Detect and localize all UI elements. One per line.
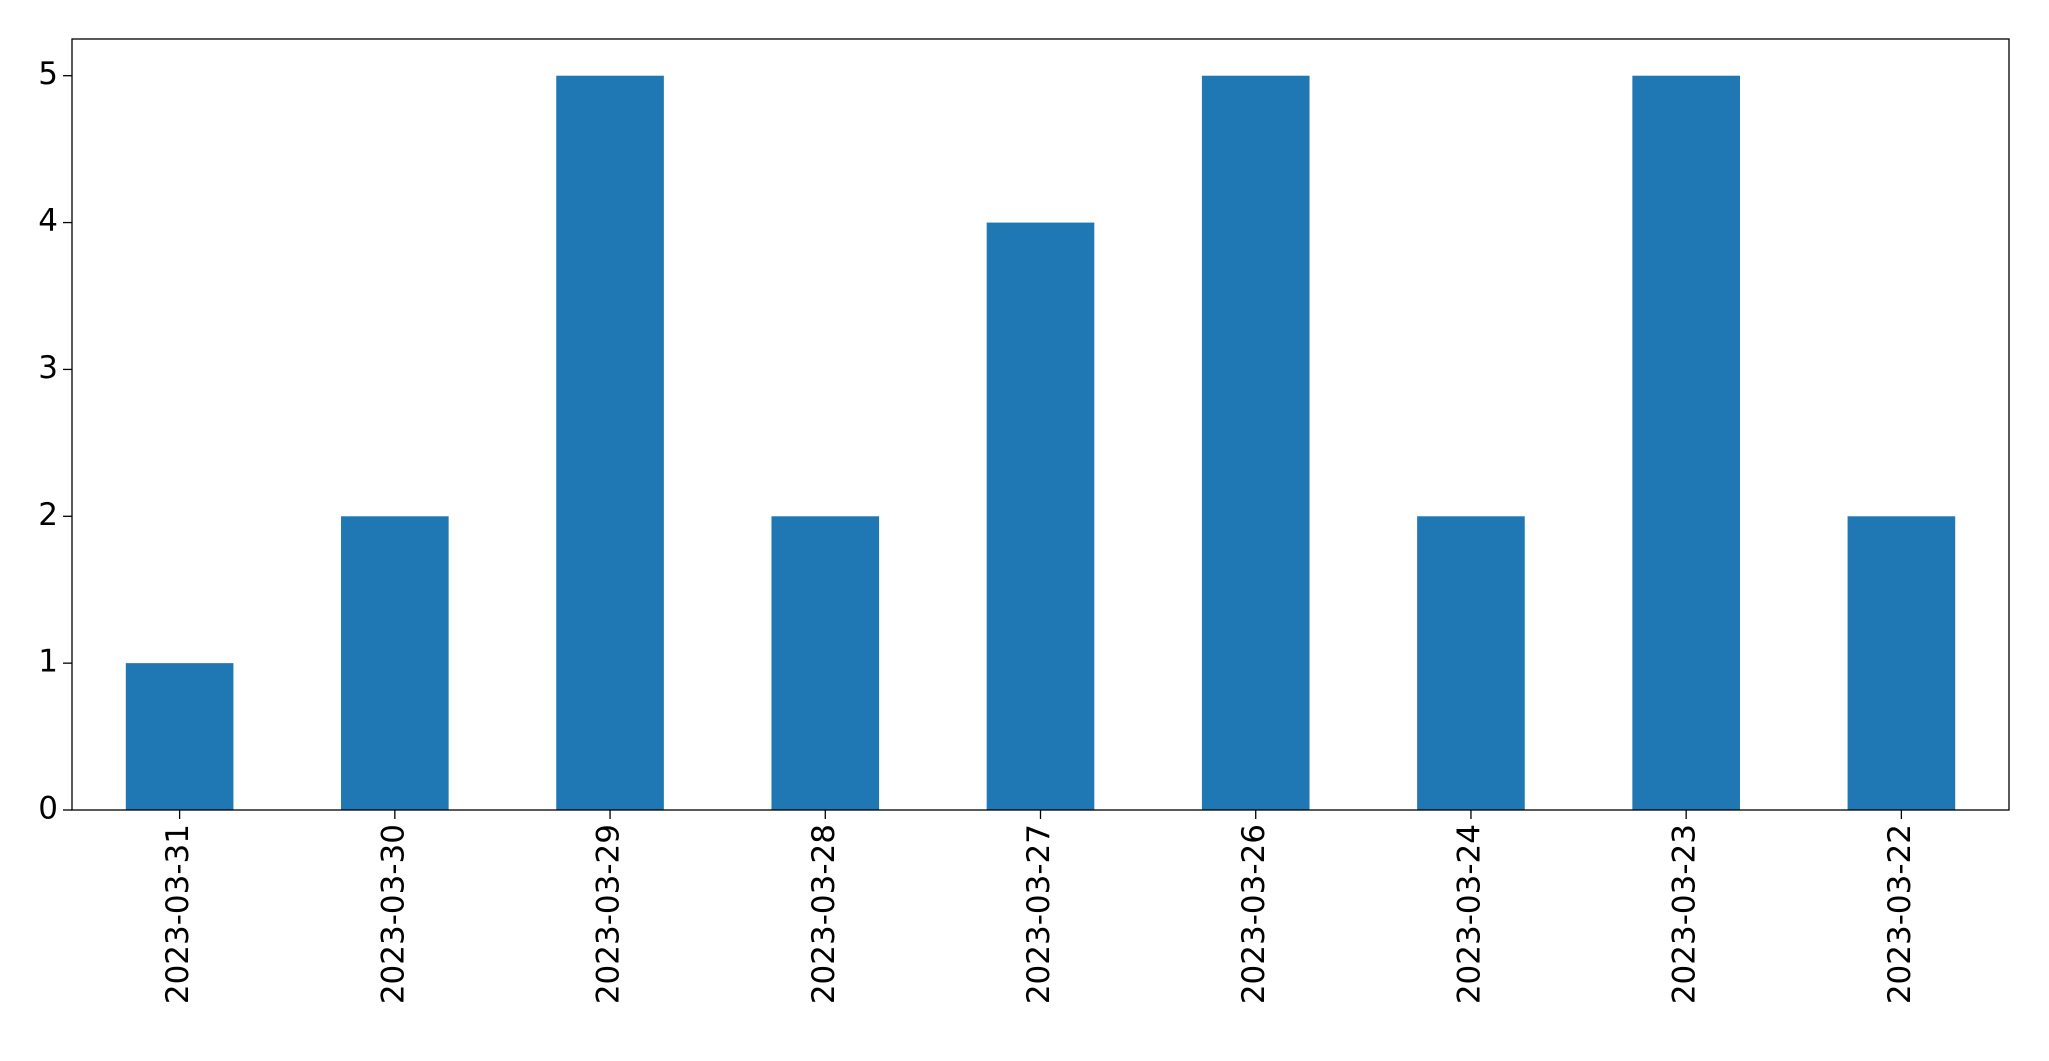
bar — [125, 663, 234, 810]
x-tick-label: 2023-03-31 — [160, 824, 196, 1004]
x-tick-label: 2023-03-28 — [806, 824, 842, 1004]
bar — [986, 222, 1095, 811]
y-tick-label: 4 — [38, 203, 58, 239]
x-tick-label: 2023-03-30 — [375, 824, 411, 1004]
plot-area: 0 1 2 3 4 5 2023-03-31 2023-03-30 2023-03-29 2023… — [38, 56, 1956, 1004]
y-tick-label: 2 — [38, 497, 58, 533]
axes-frame — [71, 38, 2010, 811]
y-tick-label: 0 — [38, 791, 58, 827]
x-tick-label: 2023-03-22 — [1882, 824, 1918, 1004]
bar — [1201, 75, 1310, 810]
y-tick-label: 1 — [38, 644, 58, 680]
y-tick-label: 3 — [38, 350, 58, 386]
x-tick-label: 2023-03-29 — [591, 824, 627, 1004]
bar — [556, 75, 664, 810]
x-tick-label: 2023-03-26 — [1236, 824, 1272, 1004]
x-tick-label: 2023-03-23 — [1667, 824, 1703, 1004]
x-tick-label: 2023-03-27 — [1021, 824, 1057, 1004]
bar — [341, 516, 449, 810]
bar — [1417, 516, 1525, 810]
bar — [771, 516, 880, 810]
x-tick-label: 2023-03-24 — [1451, 824, 1487, 1004]
bar — [1847, 516, 1956, 810]
y-tick-label: 5 — [38, 56, 58, 92]
bar — [1632, 75, 1740, 810]
